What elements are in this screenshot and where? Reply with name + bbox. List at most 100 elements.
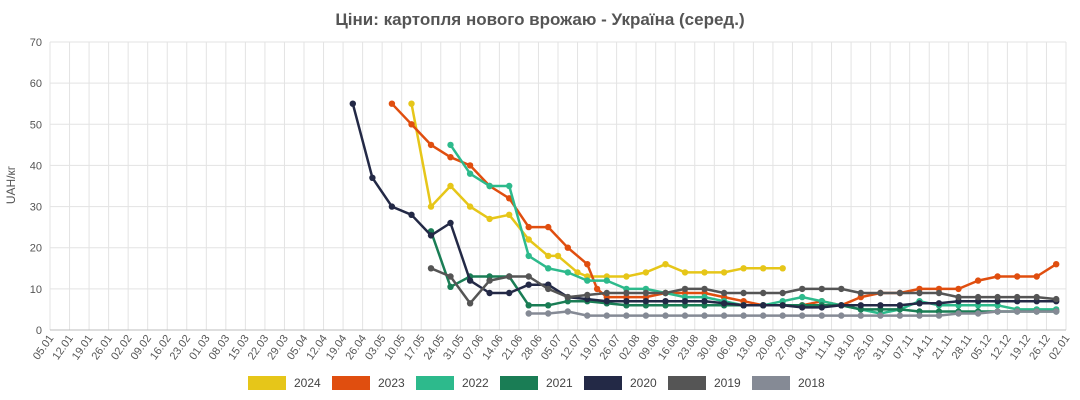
data-point-2023[interactable] xyxy=(1014,273,1021,280)
data-point-2023[interactable] xyxy=(955,285,962,293)
data-point-2018[interactable] xyxy=(935,312,943,319)
data-point-2018[interactable] xyxy=(838,312,845,319)
data-point-2022[interactable] xyxy=(447,141,454,149)
data-point-2018[interactable] xyxy=(799,312,806,319)
data-point-2023[interactable] xyxy=(994,273,1001,280)
data-point-2020[interactable] xyxy=(349,100,356,107)
data-point-2018[interactable] xyxy=(545,310,552,317)
data-point-2020[interactable] xyxy=(877,302,884,309)
data-point-2018[interactable] xyxy=(681,312,689,319)
legend-item-2020[interactable]: 2020 xyxy=(584,376,657,390)
data-point-2020[interactable] xyxy=(662,298,669,305)
data-point-2024[interactable] xyxy=(486,215,493,223)
data-point-2018[interactable] xyxy=(740,312,747,319)
data-point-2018[interactable] xyxy=(720,312,728,319)
legend-item-2019[interactable]: 2019 xyxy=(668,376,741,390)
data-point-2020[interactable] xyxy=(740,302,747,309)
data-point-2019[interactable] xyxy=(584,291,591,299)
data-point-2019[interactable] xyxy=(1014,293,1021,301)
data-point-2023[interactable] xyxy=(593,285,601,293)
data-point-2020[interactable] xyxy=(916,300,923,307)
data-point-2018[interactable] xyxy=(662,312,669,319)
data-point-2019[interactable] xyxy=(838,285,845,293)
legend-item-2024[interactable]: 2024 xyxy=(248,376,321,390)
data-point-2024[interactable] xyxy=(427,203,435,210)
data-point-2019[interactable] xyxy=(1033,293,1040,301)
data-point-2020[interactable] xyxy=(818,304,825,311)
data-point-2020[interactable] xyxy=(369,174,376,181)
data-point-2023[interactable] xyxy=(388,100,396,107)
data-point-2023[interactable] xyxy=(525,223,532,231)
data-point-2020[interactable] xyxy=(799,304,806,311)
data-point-2019[interactable] xyxy=(857,289,864,297)
data-point-2018[interactable] xyxy=(525,310,532,317)
data-point-2024[interactable] xyxy=(642,269,650,276)
data-point-2019[interactable] xyxy=(447,273,454,280)
data-point-2023[interactable] xyxy=(466,162,474,169)
legend-item-2023[interactable]: 2023 xyxy=(332,376,405,390)
legend-item-2022[interactable]: 2022 xyxy=(416,376,489,390)
data-point-2019[interactable] xyxy=(623,289,630,297)
data-point-2020[interactable] xyxy=(935,300,943,307)
data-point-2018[interactable] xyxy=(779,312,786,319)
data-point-2024[interactable] xyxy=(574,269,581,276)
data-point-2018[interactable] xyxy=(974,310,982,317)
data-point-2018[interactable] xyxy=(916,312,923,319)
data-point-2019[interactable] xyxy=(1053,295,1060,303)
data-point-2024[interactable] xyxy=(779,265,786,272)
data-point-2019[interactable] xyxy=(974,293,982,301)
data-point-2021[interactable] xyxy=(545,302,552,309)
data-point-2022[interactable] xyxy=(466,170,474,177)
data-point-2024[interactable] xyxy=(506,211,513,218)
data-point-2018[interactable] xyxy=(584,312,591,319)
data-point-2018[interactable] xyxy=(877,312,884,319)
data-point-2023[interactable] xyxy=(1033,273,1040,280)
data-point-2024[interactable] xyxy=(740,265,747,272)
data-point-2019[interactable] xyxy=(564,293,571,301)
data-point-2020[interactable] xyxy=(506,289,513,297)
data-point-2019[interactable] xyxy=(818,285,825,293)
data-point-2020[interactable] xyxy=(408,211,415,218)
data-point-2024[interactable] xyxy=(554,252,562,260)
data-point-2020[interactable] xyxy=(720,300,728,307)
data-point-2023[interactable] xyxy=(564,244,571,251)
data-point-2023[interactable] xyxy=(1053,261,1060,268)
data-point-2024[interactable] xyxy=(662,261,669,268)
data-point-2018[interactable] xyxy=(896,312,904,319)
data-point-2022[interactable] xyxy=(486,182,493,190)
data-point-2021[interactable] xyxy=(447,283,454,290)
data-point-2022[interactable] xyxy=(564,269,571,276)
data-point-2018[interactable] xyxy=(701,312,708,319)
data-point-2019[interactable] xyxy=(466,300,474,307)
data-point-2020[interactable] xyxy=(603,298,610,305)
data-point-2019[interactable] xyxy=(603,289,610,297)
data-point-2020[interactable] xyxy=(466,277,474,284)
data-point-2023[interactable] xyxy=(408,121,415,128)
data-point-2018[interactable] xyxy=(1053,308,1060,315)
data-point-2020[interactable] xyxy=(896,302,904,309)
data-point-2019[interactable] xyxy=(760,289,767,297)
data-point-2019[interactable] xyxy=(916,289,923,297)
data-point-2023[interactable] xyxy=(506,195,513,202)
data-point-2024[interactable] xyxy=(408,100,415,107)
data-point-2020[interactable] xyxy=(701,298,708,305)
data-point-2021[interactable] xyxy=(525,302,532,309)
data-point-2019[interactable] xyxy=(720,289,728,297)
data-point-2024[interactable] xyxy=(720,269,728,276)
data-point-2020[interactable] xyxy=(760,302,767,309)
data-point-2022[interactable] xyxy=(545,265,552,272)
data-point-2019[interactable] xyxy=(779,289,786,297)
data-point-2020[interactable] xyxy=(642,298,650,305)
data-point-2020[interactable] xyxy=(623,298,630,305)
data-point-2019[interactable] xyxy=(955,293,962,301)
data-point-2019[interactable] xyxy=(799,285,806,293)
data-point-2019[interactable] xyxy=(877,289,884,297)
data-point-2018[interactable] xyxy=(642,312,650,319)
data-point-2018[interactable] xyxy=(760,312,767,319)
data-point-2019[interactable] xyxy=(486,277,493,284)
data-point-2024[interactable] xyxy=(623,273,630,280)
data-point-2024[interactable] xyxy=(701,269,708,276)
data-point-2018[interactable] xyxy=(623,312,630,319)
data-point-2019[interactable] xyxy=(701,285,708,293)
data-point-2020[interactable] xyxy=(427,232,435,239)
